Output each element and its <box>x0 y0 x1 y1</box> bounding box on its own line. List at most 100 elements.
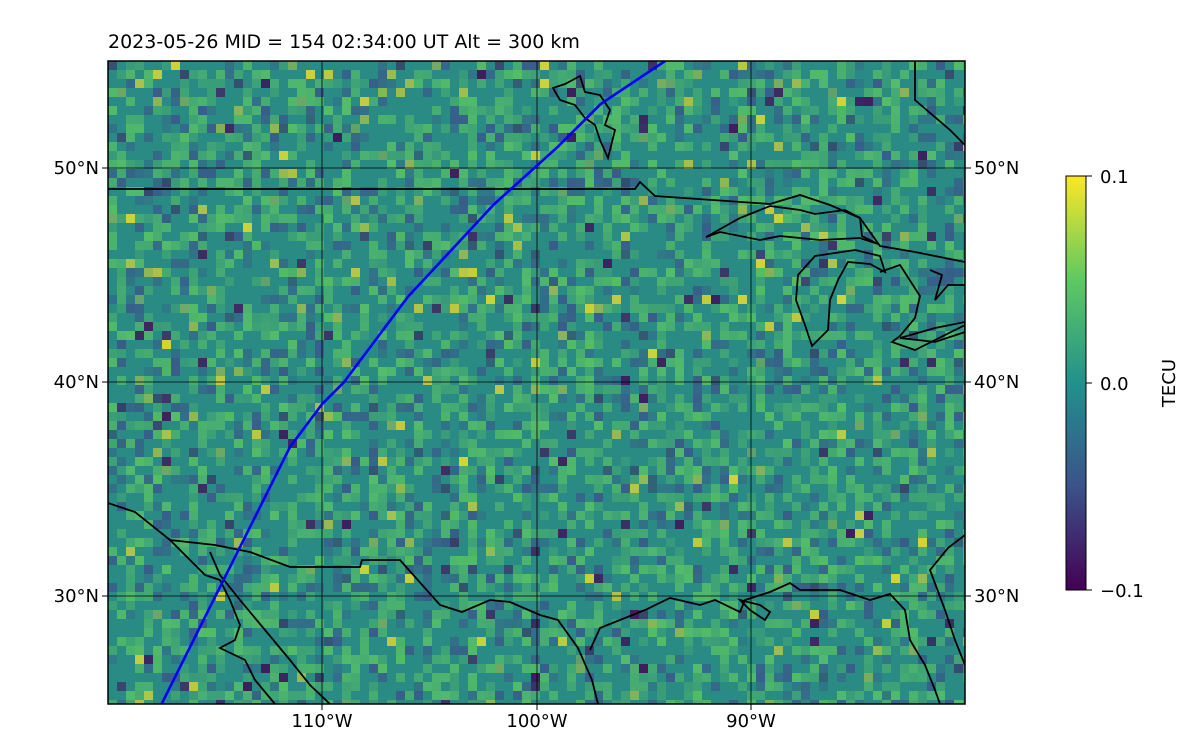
tec-cell <box>819 169 828 178</box>
tec-cell <box>315 205 324 214</box>
tec-cell <box>666 520 675 529</box>
tec-cell <box>225 133 234 142</box>
tec-cell <box>126 160 135 169</box>
tec-cell <box>630 466 639 475</box>
tec-cell <box>801 529 810 538</box>
tec-cell <box>387 286 396 295</box>
tec-cell <box>108 448 117 457</box>
tec-cell <box>540 385 549 394</box>
tec-cell <box>963 295 965 304</box>
tec-cell <box>171 277 180 286</box>
tec-cell <box>819 394 828 403</box>
tec-cell <box>846 466 855 475</box>
tec-cell <box>117 178 126 187</box>
tec-cell <box>450 403 459 412</box>
tec-cell <box>927 241 936 250</box>
tec-cell <box>126 547 135 556</box>
tec-cell <box>909 124 918 133</box>
tec-cell <box>612 556 621 565</box>
tec-cell <box>153 232 162 241</box>
tec-cell <box>882 97 891 106</box>
tec-cell <box>333 124 342 133</box>
tec-cell <box>819 277 828 286</box>
tec-cell <box>495 475 504 484</box>
tec-cell <box>900 484 909 493</box>
tec-cell <box>135 556 144 565</box>
tec-heatmap <box>108 61 965 704</box>
tec-cell <box>252 493 261 502</box>
tec-cell <box>432 241 441 250</box>
tec-cell <box>279 187 288 196</box>
tec-cell <box>108 547 117 556</box>
tec-cell <box>261 115 270 124</box>
tec-cell <box>405 394 414 403</box>
tec-cell <box>171 196 180 205</box>
tec-cell <box>756 340 765 349</box>
tec-cell <box>945 421 954 430</box>
tec-cell <box>954 430 963 439</box>
tec-cell <box>270 313 279 322</box>
tec-cell <box>531 628 540 637</box>
tec-cell <box>252 421 261 430</box>
tec-cell <box>531 268 540 277</box>
tec-cell <box>306 628 315 637</box>
tec-cell <box>225 259 234 268</box>
tec-cell <box>819 448 828 457</box>
tec-cell <box>675 619 684 628</box>
tec-cell <box>297 664 306 673</box>
tec-cell <box>144 232 153 241</box>
tec-cell <box>855 421 864 430</box>
tec-cell <box>342 520 351 529</box>
tec-cell <box>576 259 585 268</box>
tec-cell <box>963 673 965 682</box>
tec-cell <box>144 628 153 637</box>
tec-cell <box>270 574 279 583</box>
tec-cell <box>531 376 540 385</box>
tec-cell <box>882 61 891 70</box>
lat-tick-left-30: 30°N <box>54 586 99 607</box>
tec-cell <box>720 205 729 214</box>
tec-cell <box>693 520 702 529</box>
tec-cell <box>837 691 846 700</box>
tec-cell <box>144 484 153 493</box>
tec-cell <box>144 349 153 358</box>
tec-cell <box>342 304 351 313</box>
tec-cell <box>810 349 819 358</box>
tec-cell <box>666 574 675 583</box>
tec-cell <box>585 79 594 88</box>
tec-cell <box>450 583 459 592</box>
tec-cell <box>765 259 774 268</box>
tec-cell <box>396 313 405 322</box>
tec-cell <box>918 286 927 295</box>
tec-cell <box>387 592 396 601</box>
tec-cell <box>630 484 639 493</box>
tec-cell <box>612 484 621 493</box>
tec-cell <box>702 214 711 223</box>
tec-cell <box>459 484 468 493</box>
tec-cell <box>882 133 891 142</box>
tec-cell <box>630 322 639 331</box>
tec-cell <box>522 547 531 556</box>
tec-cell <box>603 376 612 385</box>
tec-cell <box>927 592 936 601</box>
tec-cell <box>828 493 837 502</box>
tec-cell <box>360 412 369 421</box>
tec-cell <box>900 403 909 412</box>
tec-cell <box>936 385 945 394</box>
tec-cell <box>738 475 747 484</box>
tec-cell <box>963 223 965 232</box>
tec-cell <box>513 133 522 142</box>
tec-cell <box>918 376 927 385</box>
tec-cell <box>387 511 396 520</box>
tec-cell <box>261 151 270 160</box>
tec-cell <box>549 142 558 151</box>
tec-cell <box>252 97 261 106</box>
tec-cell <box>765 385 774 394</box>
tec-cell <box>684 79 693 88</box>
tec-cell <box>387 574 396 583</box>
tec-cell <box>810 637 819 646</box>
tec-cell <box>657 304 666 313</box>
tec-cell <box>171 331 180 340</box>
tec-cell <box>936 547 945 556</box>
tec-cell <box>585 169 594 178</box>
